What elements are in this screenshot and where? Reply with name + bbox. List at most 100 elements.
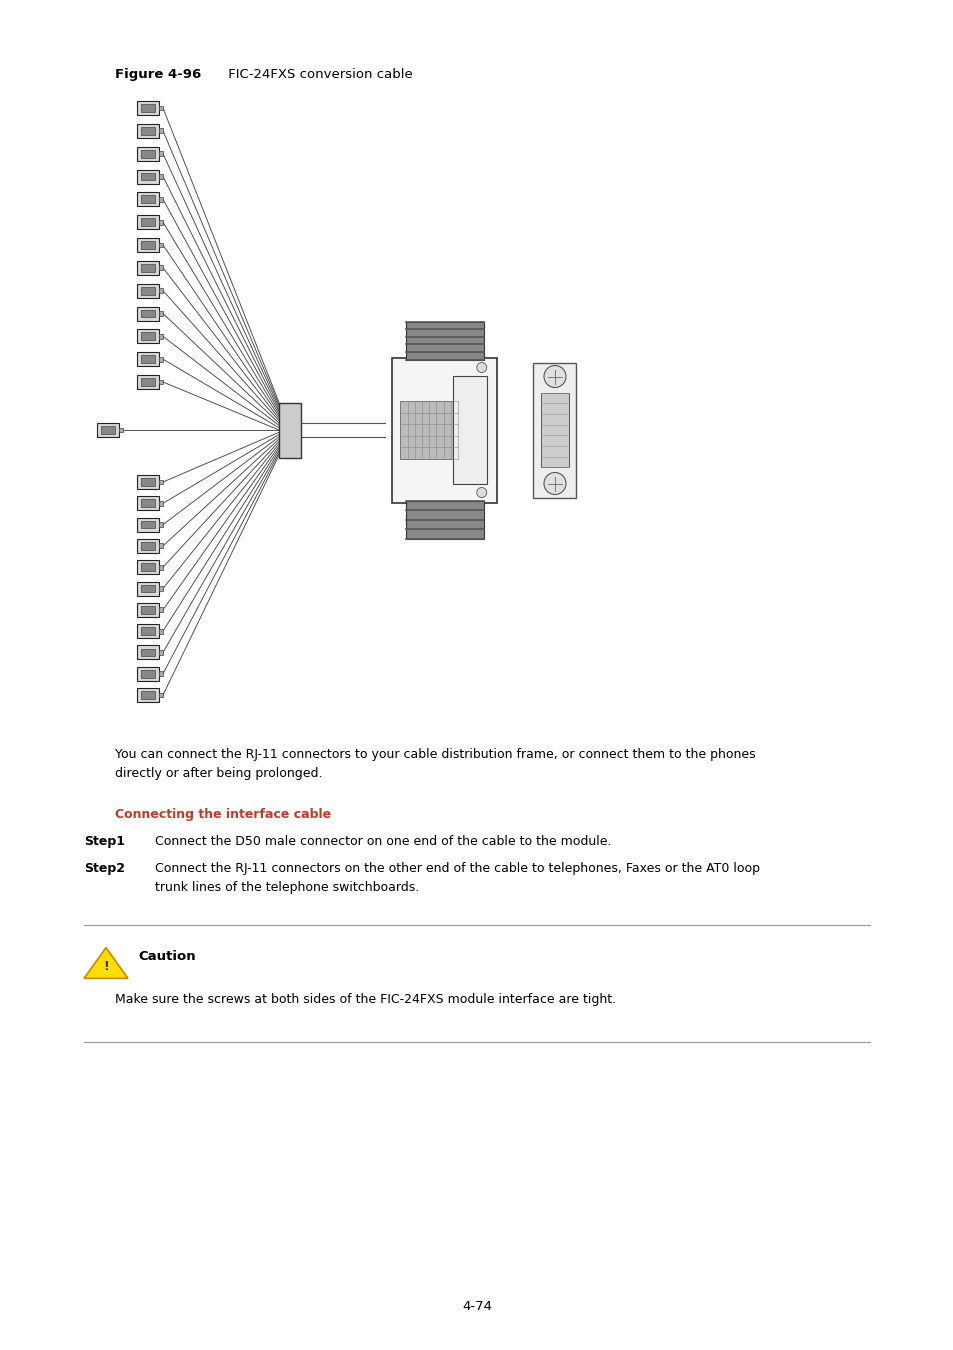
Bar	[137, 147, 159, 161]
Bar	[533, 363, 576, 498]
Bar	[159, 544, 163, 548]
Bar	[137, 101, 159, 115]
Bar	[159, 310, 163, 316]
Text: Figure 4-96: Figure 4-96	[115, 68, 201, 81]
Bar	[137, 215, 159, 230]
Bar	[159, 693, 163, 698]
Bar	[137, 517, 159, 532]
Circle shape	[543, 366, 565, 387]
Bar	[141, 478, 155, 486]
Bar	[137, 603, 159, 617]
Bar	[137, 475, 159, 489]
Bar	[141, 691, 155, 699]
Bar	[159, 649, 163, 655]
Text: Caution: Caution	[138, 950, 195, 963]
Bar	[137, 645, 159, 659]
Bar	[141, 127, 155, 135]
Bar	[141, 309, 155, 317]
Bar	[141, 332, 155, 340]
Bar	[137, 192, 159, 207]
Bar	[159, 522, 163, 526]
Circle shape	[476, 487, 486, 498]
Bar	[137, 497, 159, 510]
Bar	[141, 104, 155, 112]
Text: Make sure the screws at both sides of the FIC-24FXS module interface are tight.: Make sure the screws at both sides of th…	[115, 994, 616, 1006]
Polygon shape	[84, 948, 128, 979]
Bar	[137, 352, 159, 366]
Bar	[137, 667, 159, 680]
Text: Step2: Step2	[84, 863, 125, 875]
Text: Connecting the interface cable: Connecting the interface cable	[115, 809, 331, 821]
Bar	[159, 501, 163, 506]
Bar	[159, 629, 163, 633]
Bar	[137, 170, 159, 184]
Bar	[141, 585, 155, 593]
Bar	[400, 401, 457, 459]
Text: FIC-24FXS conversion cable: FIC-24FXS conversion cable	[224, 68, 413, 81]
Text: Connect the RJ-11 connectors on the other end of the cable to telephones, Faxes : Connect the RJ-11 connectors on the othe…	[154, 863, 760, 894]
Text: Connect the D50 male connector on one end of the cable to the module.: Connect the D50 male connector on one en…	[154, 836, 611, 848]
Bar	[141, 628, 155, 634]
Bar	[453, 375, 486, 485]
Bar	[137, 306, 159, 320]
Bar	[141, 150, 155, 158]
Text: !: !	[103, 960, 109, 972]
Bar	[119, 428, 123, 432]
Bar	[141, 648, 155, 656]
Bar	[141, 500, 155, 508]
Bar	[159, 356, 163, 362]
Bar	[141, 521, 155, 528]
Bar	[137, 375, 159, 389]
Bar	[137, 560, 159, 574]
Bar	[141, 563, 155, 571]
Bar	[141, 543, 155, 549]
Circle shape	[476, 363, 486, 373]
Bar	[141, 242, 155, 248]
Bar	[141, 286, 155, 294]
Text: 4-74: 4-74	[461, 1300, 492, 1314]
Bar	[137, 539, 159, 553]
Bar	[159, 151, 163, 157]
Bar	[141, 355, 155, 363]
Bar	[159, 608, 163, 613]
Bar	[137, 624, 159, 639]
Bar	[141, 219, 155, 225]
Bar	[405, 321, 484, 359]
Bar	[159, 197, 163, 201]
Bar	[159, 243, 163, 247]
Bar	[159, 128, 163, 134]
Bar	[141, 378, 155, 386]
Bar	[101, 427, 115, 433]
Bar	[159, 266, 163, 270]
Bar	[278, 402, 301, 458]
Bar	[141, 606, 155, 614]
Bar	[159, 288, 163, 293]
Bar	[137, 124, 159, 138]
Bar	[137, 238, 159, 252]
Bar	[137, 582, 159, 595]
Bar	[141, 196, 155, 204]
Bar	[137, 688, 159, 702]
Bar	[159, 220, 163, 224]
Bar	[159, 564, 163, 570]
Bar	[141, 670, 155, 678]
Bar	[159, 105, 163, 111]
Bar	[405, 501, 484, 539]
Bar	[540, 393, 568, 467]
Bar	[392, 358, 497, 502]
Bar	[137, 261, 159, 275]
Bar	[159, 586, 163, 591]
Circle shape	[543, 472, 565, 494]
Bar	[159, 333, 163, 339]
Text: You can connect the RJ-11 connectors to your cable distribution frame, or connec: You can connect the RJ-11 connectors to …	[115, 748, 755, 780]
Bar	[141, 265, 155, 271]
Bar	[141, 173, 155, 181]
Bar	[137, 329, 159, 343]
Bar	[159, 174, 163, 180]
Bar	[97, 423, 119, 437]
Bar	[159, 671, 163, 676]
Bar	[159, 379, 163, 385]
Text: Step1: Step1	[84, 836, 125, 848]
Bar	[137, 284, 159, 297]
Bar	[159, 479, 163, 485]
